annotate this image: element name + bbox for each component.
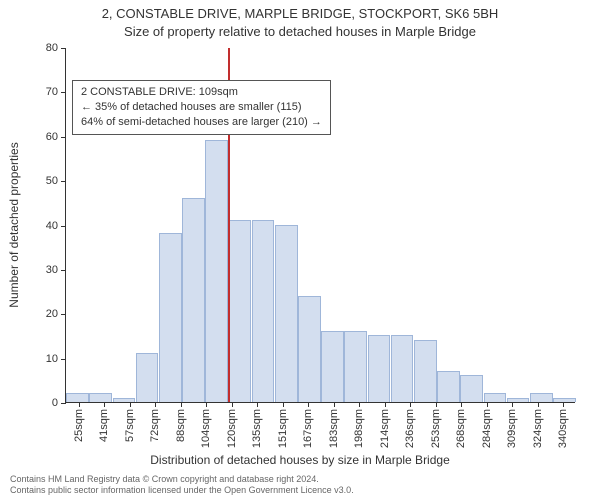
y-tick-label: 20 [46, 308, 58, 320]
y-tick [61, 137, 66, 138]
x-tick-label: 167sqm [302, 409, 314, 448]
x-tick [232, 402, 233, 407]
y-tick-label: 60 [46, 131, 58, 143]
histogram-bar [298, 296, 321, 403]
y-tick [61, 403, 66, 404]
x-tick [181, 402, 182, 407]
x-tick-label: 104sqm [200, 409, 212, 448]
y-tick [61, 48, 66, 49]
y-tick-label: 10 [46, 353, 58, 365]
x-tick [334, 402, 335, 407]
footer-line: Contains public sector information licen… [10, 485, 354, 496]
x-tick-label: 25sqm [73, 409, 85, 442]
info-box-line: 64% of semi-detached houses are larger (… [81, 115, 322, 130]
y-tick [61, 359, 66, 360]
footer-line: Contains HM Land Registry data © Crown c… [10, 474, 354, 485]
x-tick [512, 402, 513, 407]
histogram-bar [460, 375, 483, 402]
info-box-line: ← 35% of detached houses are smaller (11… [81, 100, 322, 115]
histogram-bar [530, 393, 553, 402]
plot-area: 0102030405060708025sqm41sqm57sqm72sqm88s… [65, 48, 575, 403]
x-tick-label: 340sqm [557, 409, 569, 448]
x-tick [461, 402, 462, 407]
y-tick-label: 0 [52, 397, 58, 409]
x-tick [359, 402, 360, 407]
info-box: 2 CONSTABLE DRIVE: 109sqm← 35% of detach… [72, 80, 331, 135]
x-tick [155, 402, 156, 407]
y-tick [61, 181, 66, 182]
y-tick-label: 80 [46, 42, 58, 54]
chart-title-line2: Size of property relative to detached ho… [0, 24, 600, 39]
x-tick-label: 88sqm [175, 409, 187, 442]
y-tick-label: 40 [46, 220, 58, 232]
x-tick-label: 120sqm [226, 409, 238, 448]
x-tick-label: 41sqm [98, 409, 110, 442]
y-tick-label: 50 [46, 175, 58, 187]
histogram-bar [391, 335, 414, 402]
histogram-bar [507, 398, 530, 402]
x-axis-label: Distribution of detached houses by size … [0, 453, 600, 467]
histogram-bar [182, 198, 205, 402]
x-tick-label: 268sqm [455, 409, 467, 448]
y-tick [61, 270, 66, 271]
x-tick-label: 214sqm [379, 409, 391, 448]
chart-container: 2, CONSTABLE DRIVE, MARPLE BRIDGE, STOCK… [0, 0, 600, 500]
y-tick-label: 30 [46, 264, 58, 276]
x-tick-label: 324sqm [532, 409, 544, 448]
footer-attribution: Contains HM Land Registry data © Crown c… [10, 474, 354, 496]
x-tick-label: 309sqm [506, 409, 518, 448]
x-tick [257, 402, 258, 407]
x-tick [538, 402, 539, 407]
histogram-bar [414, 340, 437, 402]
histogram-bar [344, 331, 367, 402]
x-tick-label: 151sqm [277, 409, 289, 448]
x-tick [410, 402, 411, 407]
y-tick-label: 70 [46, 86, 58, 98]
histogram-bar [66, 393, 89, 402]
x-tick [385, 402, 386, 407]
info-box-line: 2 CONSTABLE DRIVE: 109sqm [81, 85, 322, 100]
x-tick [436, 402, 437, 407]
x-tick-label: 284sqm [481, 409, 493, 448]
histogram-bar [368, 335, 391, 402]
x-tick [283, 402, 284, 407]
x-tick-label: 57sqm [124, 409, 136, 442]
histogram-bar [321, 331, 344, 402]
x-tick-label: 253sqm [430, 409, 442, 448]
x-tick-label: 183sqm [328, 409, 340, 448]
x-tick [563, 402, 564, 407]
x-tick-label: 135sqm [251, 409, 263, 448]
x-tick [104, 402, 105, 407]
x-tick [487, 402, 488, 407]
histogram-bar [113, 398, 136, 402]
x-tick [79, 402, 80, 407]
histogram-bar [437, 371, 460, 402]
x-tick-label: 236sqm [404, 409, 416, 448]
histogram-bar [553, 398, 576, 402]
x-tick [308, 402, 309, 407]
histogram-bar [89, 393, 112, 402]
y-tick [61, 314, 66, 315]
x-tick-label: 198sqm [353, 409, 365, 448]
histogram-bar [136, 353, 159, 402]
histogram-bar [252, 220, 275, 402]
chart-title-line1: 2, CONSTABLE DRIVE, MARPLE BRIDGE, STOCK… [0, 6, 600, 21]
y-tick [61, 92, 66, 93]
y-tick [61, 226, 66, 227]
x-tick-label: 72sqm [149, 409, 161, 442]
histogram-bar [205, 140, 228, 402]
histogram-bar [159, 233, 182, 402]
y-axis-label: Number of detached properties [7, 142, 21, 307]
histogram-bar [275, 225, 298, 403]
x-tick [206, 402, 207, 407]
histogram-bar [484, 393, 507, 402]
x-tick [130, 402, 131, 407]
histogram-bar [229, 220, 252, 402]
